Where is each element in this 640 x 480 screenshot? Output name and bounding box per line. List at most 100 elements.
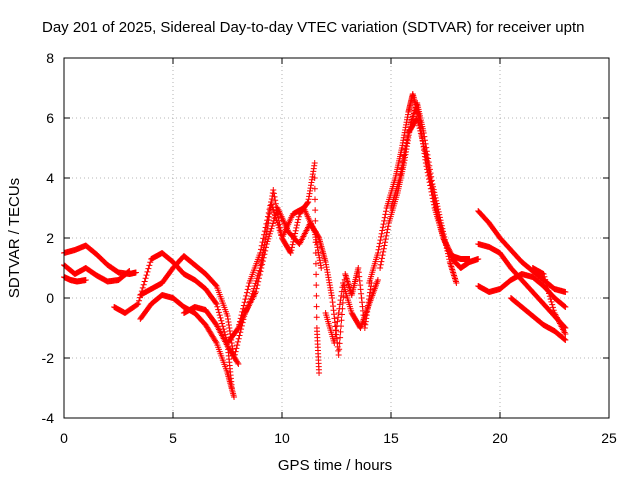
data-point — [231, 351, 238, 358]
data-point — [434, 209, 441, 216]
data-point — [258, 242, 265, 249]
data-point — [434, 211, 441, 218]
data-point — [383, 229, 390, 236]
data-point — [132, 269, 139, 276]
data-point — [271, 211, 278, 218]
data-point — [257, 250, 264, 256]
data-point — [383, 232, 390, 239]
data-point — [218, 317, 225, 324]
data-point — [288, 244, 295, 251]
data-point — [253, 285, 260, 292]
data-point — [238, 322, 245, 329]
data-point — [549, 304, 556, 311]
data-point — [397, 168, 404, 175]
data-point — [382, 236, 389, 243]
data-point — [275, 222, 282, 229]
data-point — [272, 197, 279, 204]
data-point — [295, 216, 302, 223]
data-point — [378, 258, 385, 265]
data-point — [259, 261, 266, 268]
data-point — [381, 217, 388, 224]
data-point — [331, 335, 338, 342]
data-point — [546, 290, 553, 297]
data-point — [231, 394, 238, 400]
data-point — [312, 207, 319, 214]
data-point — [289, 241, 296, 248]
series-track-m — [322, 277, 381, 346]
data-point — [268, 225, 275, 232]
data-point — [435, 214, 442, 221]
data-point — [337, 328, 344, 335]
data-point — [313, 303, 320, 310]
data-point — [417, 130, 424, 137]
data-point — [240, 302, 247, 309]
series-track-r — [475, 241, 569, 331]
data-point — [404, 136, 411, 143]
data-point — [270, 187, 277, 193]
x-axis-title: GPS time / hours — [278, 457, 392, 474]
data-point — [243, 292, 250, 299]
data-point — [549, 301, 556, 308]
data-point — [336, 340, 343, 347]
data-point — [264, 238, 271, 245]
data-point — [436, 219, 443, 226]
data-point — [335, 314, 342, 321]
data-point — [338, 311, 345, 318]
data-point — [426, 171, 433, 178]
data-point — [241, 299, 248, 306]
data-point — [338, 292, 345, 299]
data-point — [236, 321, 243, 328]
data-point — [136, 297, 143, 304]
data-point — [548, 298, 555, 305]
data-point — [270, 190, 277, 197]
data-point — [562, 331, 569, 337]
data-point — [268, 201, 275, 208]
data-point — [435, 217, 442, 223]
data-point — [439, 232, 446, 239]
data-point — [269, 223, 276, 229]
data-point — [402, 142, 409, 149]
data-point — [419, 138, 426, 145]
data-point — [311, 185, 318, 192]
data-point — [143, 272, 150, 279]
data-point — [257, 268, 264, 275]
data-point — [545, 287, 552, 294]
data-point — [376, 243, 383, 250]
data-point — [318, 265, 325, 271]
data-point — [312, 260, 319, 267]
data-point — [244, 286, 251, 293]
data-point — [233, 345, 240, 352]
data-point — [381, 214, 388, 221]
data-point — [419, 135, 426, 142]
data-point — [235, 325, 242, 331]
data-point — [382, 211, 389, 218]
data-point — [374, 277, 381, 283]
data-point — [259, 239, 266, 246]
chart-title: Day 201 of 2025, Sidereal Day-to-day VTE… — [42, 19, 584, 36]
data-point — [424, 157, 431, 164]
data-point — [212, 338, 219, 345]
data-point — [263, 220, 270, 227]
data-point — [562, 337, 569, 343]
data-point — [142, 275, 149, 282]
data-point — [416, 122, 423, 129]
data-point — [400, 155, 407, 162]
data-point — [336, 305, 343, 312]
data-point — [420, 140, 427, 147]
x-tick-label: 0 — [60, 430, 68, 446]
data-point — [219, 320, 226, 327]
data-point — [543, 282, 550, 289]
data-point — [139, 284, 146, 291]
data-point — [141, 278, 148, 285]
data-point — [402, 146, 409, 153]
data-point — [382, 239, 389, 246]
data-point — [237, 329, 244, 336]
data-point — [338, 317, 345, 324]
data-point — [337, 334, 344, 341]
data-point — [432, 201, 439, 208]
data-point — [433, 206, 440, 213]
data-point — [236, 318, 243, 325]
data-point — [140, 281, 147, 288]
data-point — [126, 268, 133, 274]
data-point — [475, 256, 482, 262]
